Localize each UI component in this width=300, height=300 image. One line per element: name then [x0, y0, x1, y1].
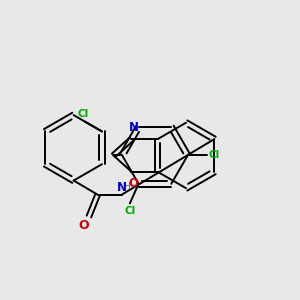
Text: O: O — [129, 177, 139, 190]
Text: Cl: Cl — [124, 206, 136, 216]
Text: Cl: Cl — [77, 110, 88, 119]
Text: N: N — [129, 121, 139, 134]
Text: N: N — [117, 181, 127, 194]
Text: Cl: Cl — [208, 151, 220, 160]
Text: O: O — [78, 219, 89, 232]
Text: H: H — [123, 182, 130, 191]
